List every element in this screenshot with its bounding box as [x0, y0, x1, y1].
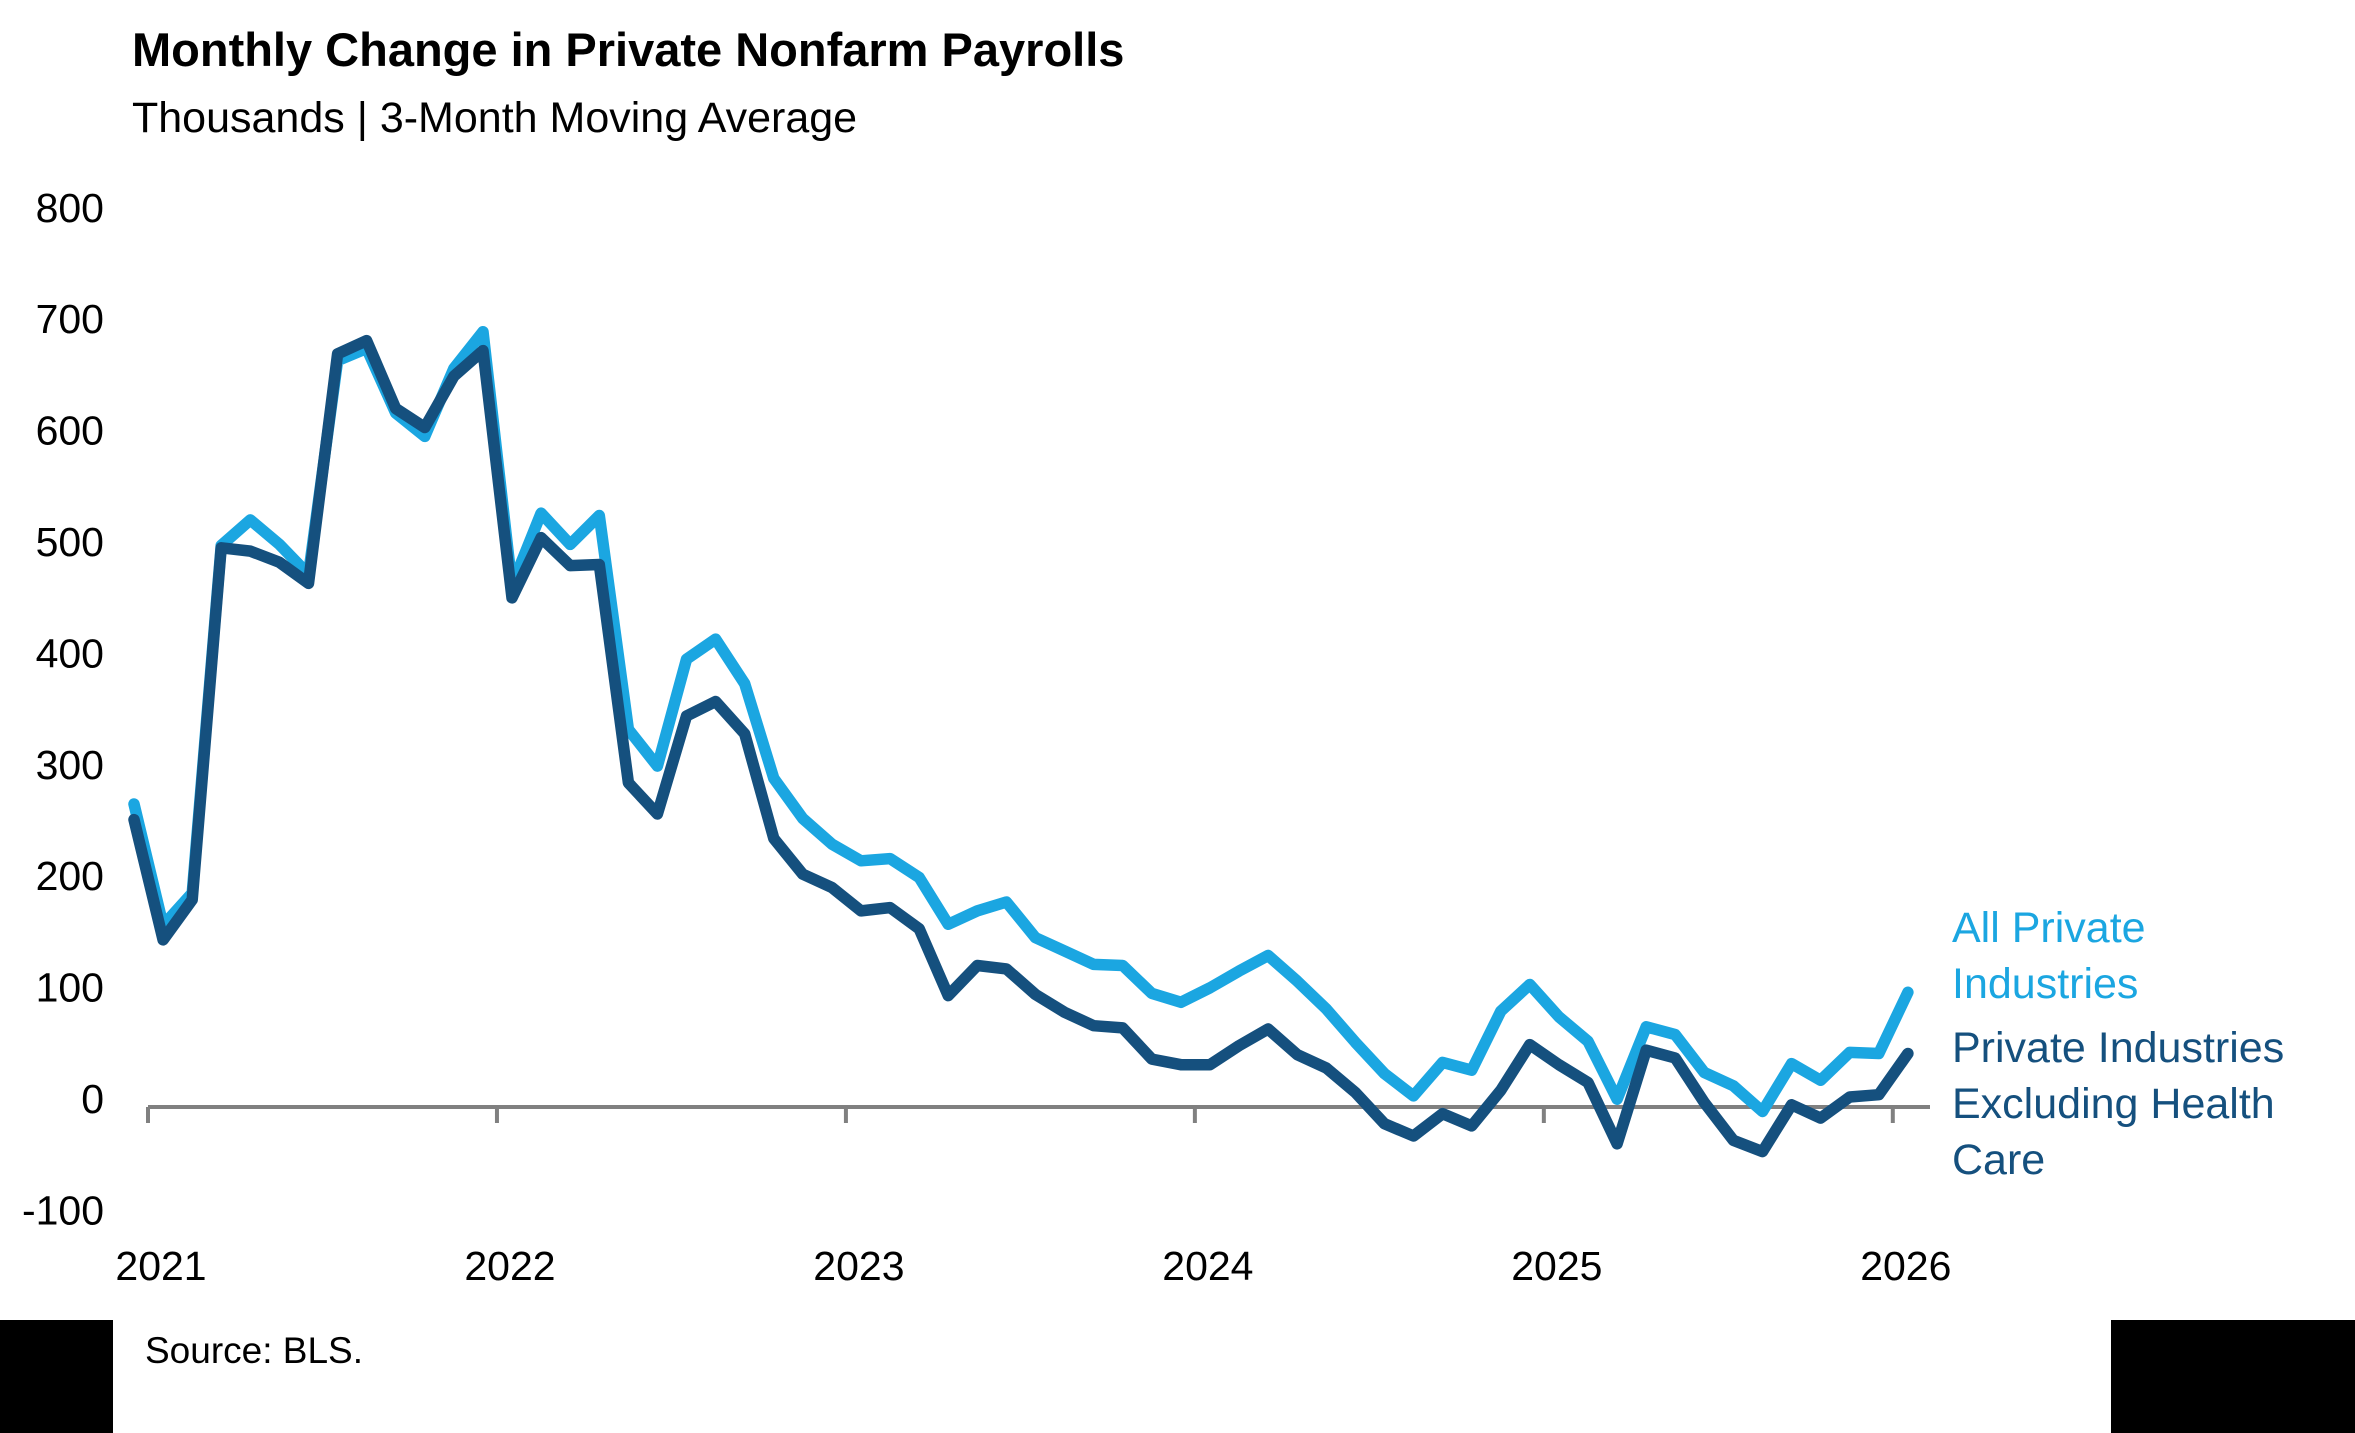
series-line-private-ex-health-care — [128, 334, 1914, 1158]
y-axis-label: 200 — [36, 853, 104, 899]
x-axis-label: 2021 — [115, 1243, 206, 1289]
chart-subtitle: Thousands | 3-Month Moving Average — [132, 94, 858, 142]
y-axis-label: 600 — [36, 408, 104, 454]
legend-label-private-ex-health-care: Private Industries Excluding Health Care — [1952, 1024, 2285, 1184]
logo-placeholder-right — [2111, 1320, 2355, 1433]
y-axis-label: 300 — [36, 742, 104, 788]
series-line-all-private-industries — [128, 325, 1914, 1118]
y-axis-label: -100 — [22, 1187, 104, 1233]
logo-placeholder-left — [0, 1320, 113, 1433]
y-axis-label: 500 — [36, 519, 104, 565]
x-axis-label: 2026 — [1860, 1243, 1951, 1289]
chart-title: Monthly Change in Private Nonfarm Payrol… — [132, 23, 1125, 76]
y-axis-label: 100 — [36, 965, 104, 1011]
x-axis-label: 2024 — [1162, 1243, 1253, 1289]
x-axis-label: 2025 — [1511, 1243, 1602, 1289]
x-axis-label: 2022 — [464, 1243, 555, 1289]
legend-label-all-private-industries: All Private Industries — [1952, 904, 2146, 1008]
y-axis-label: 400 — [36, 630, 104, 676]
y-axis-label: 800 — [36, 185, 104, 231]
source-note: Source: BLS. — [145, 1330, 364, 1371]
x-axis-label: 2023 — [813, 1243, 904, 1289]
y-axis-label: 700 — [36, 296, 104, 342]
y-axis-label: 0 — [81, 1076, 104, 1122]
